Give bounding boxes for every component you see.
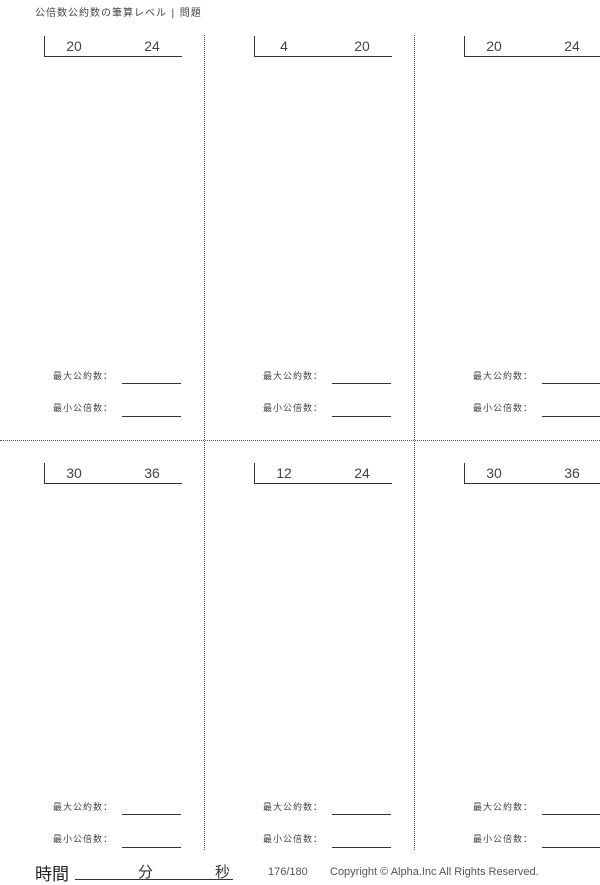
row-divider — [0, 440, 600, 441]
gcd-label: 最大公約数： — [263, 372, 324, 382]
lcm-answer-line[interactable] — [332, 847, 391, 848]
lcm-label: 最小公倍数： — [473, 835, 534, 845]
problem-cell: 20 24 最大公約数： 最小公倍数： — [0, 36, 205, 456]
lcm-label: 最小公倍数： — [473, 404, 534, 414]
division-bracket — [464, 463, 600, 484]
problem-cell: 4 20 最大公約数： 最小公倍数： — [210, 36, 415, 456]
page-number: 176/180 — [268, 866, 308, 878]
column-divider — [414, 35, 415, 850]
lcm-answer-line[interactable] — [332, 416, 391, 417]
page-title: 公倍数公約数の筆算レベル | 問題 — [35, 8, 202, 19]
time-label: 時間 — [35, 865, 69, 884]
number-b: 20 — [354, 38, 370, 54]
gcd-label: 最大公約数： — [473, 803, 534, 813]
time-answer-line — [75, 879, 233, 880]
lcm-label: 最小公倍数： — [53, 835, 114, 845]
lcm-label: 最小公倍数： — [53, 404, 114, 414]
division-bracket — [44, 36, 182, 57]
number-a: 20 — [486, 38, 502, 54]
problem-cell: 20 24 最大公約数： 最小公倍数： — [420, 36, 600, 456]
gcd-label: 最大公約数： — [473, 372, 534, 382]
lcm-label: 最小公倍数： — [263, 835, 324, 845]
copyright: Copyright © Alpha.Inc All Rights Reserve… — [330, 866, 539, 878]
problem-cell: 12 24 最大公約数： 最小公倍数： — [210, 463, 415, 883]
gcd-answer-line[interactable] — [332, 383, 391, 384]
column-divider — [204, 35, 205, 850]
number-a: 20 — [66, 38, 82, 54]
number-a: 4 — [280, 38, 288, 54]
number-a: 30 — [486, 465, 502, 481]
gcd-answer-line[interactable] — [542, 383, 600, 384]
gcd-label: 最大公約数： — [53, 372, 114, 382]
problem-cell: 30 36 最大公約数： 最小公倍数： — [0, 463, 205, 883]
gcd-label: 最大公約数： — [53, 803, 114, 813]
division-bracket — [464, 36, 600, 57]
number-b: 36 — [564, 465, 580, 481]
gcd-label: 最大公約数： — [263, 803, 324, 813]
number-b: 36 — [144, 465, 160, 481]
lcm-answer-line[interactable] — [122, 416, 181, 417]
number-b: 24 — [564, 38, 580, 54]
lcm-answer-line[interactable] — [542, 847, 600, 848]
number-a: 30 — [66, 465, 82, 481]
gcd-answer-line[interactable] — [332, 814, 391, 815]
gcd-answer-line[interactable] — [542, 814, 600, 815]
gcd-answer-line[interactable] — [122, 814, 181, 815]
lcm-answer-line[interactable] — [542, 416, 600, 417]
number-b: 24 — [354, 465, 370, 481]
gcd-answer-line[interactable] — [122, 383, 181, 384]
division-bracket — [254, 463, 392, 484]
lcm-label: 最小公倍数： — [263, 404, 324, 414]
seconds-label: 秒 — [215, 864, 231, 881]
minutes-label: 分 — [138, 864, 154, 881]
number-b: 24 — [144, 38, 160, 54]
lcm-answer-line[interactable] — [122, 847, 181, 848]
number-a: 12 — [276, 465, 292, 481]
problem-cell: 30 36 最大公約数： 最小公倍数： — [420, 463, 600, 883]
division-bracket — [44, 463, 182, 484]
division-bracket — [254, 36, 392, 57]
